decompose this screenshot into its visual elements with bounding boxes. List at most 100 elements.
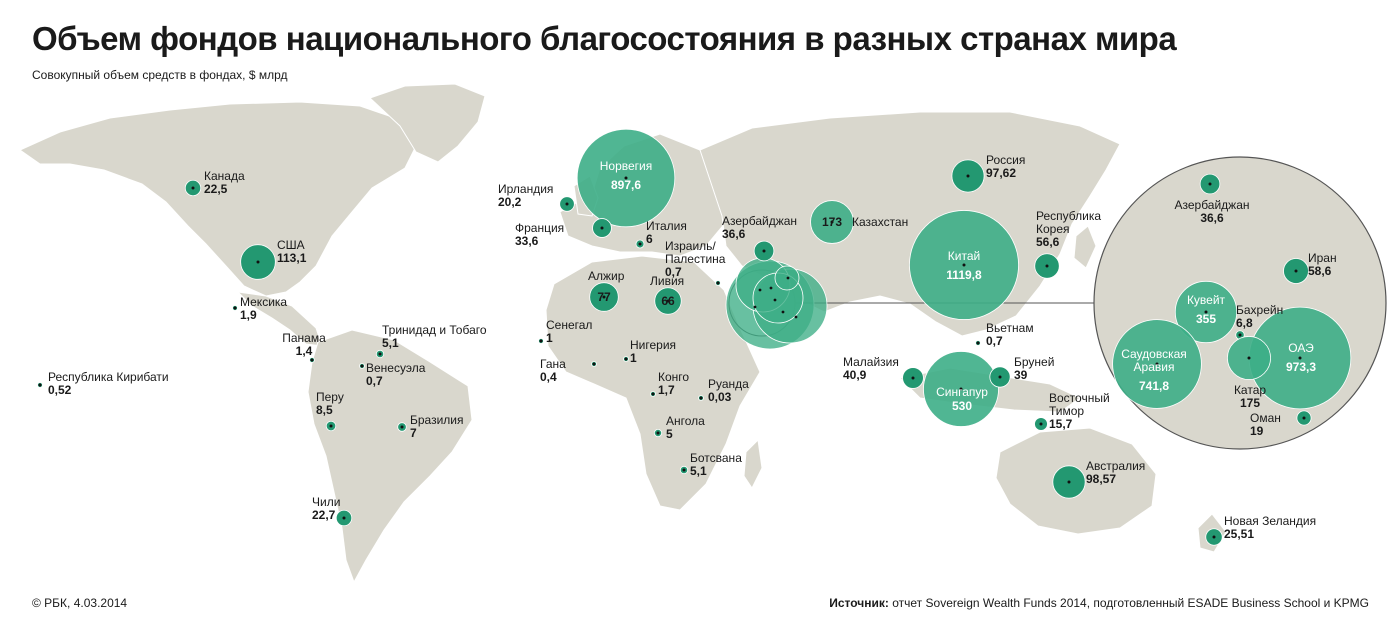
country-австралия-dot <box>1067 480 1071 484</box>
country-израиль-палестина-dot <box>716 281 720 285</box>
cluster-dot <box>781 310 785 314</box>
country-канада-dot <box>191 186 195 190</box>
country-бразилия-name: Бразилия <box>410 413 464 427</box>
country-восточный-тимор-name-2: Тимор <box>1049 404 1084 418</box>
country-ботсвана-dot <box>682 468 686 472</box>
country-сингапур-name: Сингапур <box>936 385 988 399</box>
inset-оаэ-dot <box>1298 356 1302 360</box>
country-республика-кирибати-value: 0,52 <box>48 383 72 397</box>
country-россия-name: Россия <box>986 153 1025 167</box>
country-мексика-dot <box>233 306 237 310</box>
inset-азербайджан-value: 36,6 <box>1200 211 1224 225</box>
country-норвегия-name: Норвегия <box>600 159 653 173</box>
source-label: Источник: <box>829 596 889 610</box>
country-сша-value: 113,1 <box>277 251 307 265</box>
country-ливия-name: Ливия <box>650 274 684 288</box>
land-greenland <box>369 83 486 163</box>
country-азербайджан-dot <box>762 249 766 253</box>
country-казахстан-value: 173 <box>822 215 842 229</box>
inset-оман-dot <box>1302 416 1306 420</box>
country-бразилия-value: 7 <box>410 426 417 440</box>
country-франция-dot <box>600 226 604 230</box>
country-малайзия-value: 40,9 <box>843 368 867 382</box>
inset-кувейт-name: Кувейт <box>1187 293 1226 307</box>
country-республика-корея-value: 56,6 <box>1036 235 1060 249</box>
country-восточный-тимор-dot <box>1039 422 1043 426</box>
country-новая-зеландия-name: Новая Зеландия <box>1224 514 1316 528</box>
country-руанда-value: 0,03 <box>708 390 732 404</box>
country-республика-кирибати-dot <box>38 383 42 387</box>
country-тринидад-и-тобаго-name: Тринидад и Тобаго <box>382 323 487 337</box>
country-казахстан-dot <box>830 220 834 224</box>
source-text: отчет Sovereign Wealth Funds 2014, подго… <box>892 596 1369 610</box>
inset-саудовская-аравия-dot <box>1155 362 1159 366</box>
country-австралия-name: Австралия <box>1086 459 1145 473</box>
country-бруней-name: Бруней <box>1014 355 1054 369</box>
country-малайзия-dot <box>911 376 915 380</box>
inset-оаэ-value: 973,3 <box>1286 360 1316 374</box>
country-чили-name: Чили <box>312 495 340 509</box>
inset-кувейт-label: Кувейт 355 <box>1187 293 1226 326</box>
country-ливия-value: 66 <box>661 294 675 308</box>
country-ангола-name: Ангола <box>666 414 705 428</box>
country-китай-dot <box>962 263 966 267</box>
inset-бахрейн-value: 6,8 <box>1236 316 1253 330</box>
country-конго-dot <box>651 392 655 396</box>
inset-иран-name: Иран <box>1308 251 1337 265</box>
country-ирландия-value: 20,2 <box>498 195 522 209</box>
country-бразилия-dot <box>400 425 404 429</box>
country-чили-dot <box>342 516 346 520</box>
inset-оман-value: 19 <box>1250 424 1264 438</box>
country-ливия-dot <box>666 299 670 303</box>
country-сенегал-dot <box>539 339 543 343</box>
country-италия-dot <box>638 242 642 246</box>
country-сша-dot <box>256 260 260 264</box>
country-ботсвана-value: 5,1 <box>690 464 707 478</box>
country-перу-value: 8,5 <box>316 403 333 417</box>
country-мексика-value: 1,9 <box>240 308 257 322</box>
country-италия-name: Италия <box>646 219 687 233</box>
inset-бахрейн-dot <box>1238 333 1242 337</box>
country-китай-value: 1119,8 <box>946 268 982 282</box>
inset-саудовская-аравия-name-1: Саудовская <box>1121 347 1187 361</box>
country-сингапур-dot <box>959 387 963 391</box>
country-израиль-палестина-name-2: Палестина <box>665 252 726 266</box>
land-africa <box>545 255 761 511</box>
country-вьетнам-dot <box>976 341 980 345</box>
country-панама-dot <box>310 358 314 362</box>
country-россия-dot <box>966 174 970 178</box>
inset-катар-value: 175 <box>1240 396 1260 410</box>
country-республика-кирибати-name: Республика Кирибати <box>48 370 169 384</box>
country-венесуэла-value: 0,7 <box>366 374 383 388</box>
country-чили-value: 22,7 <box>312 508 336 522</box>
cluster-dot <box>794 315 798 319</box>
country-восточный-тимор-value: 15,7 <box>1049 417 1073 431</box>
cluster-dot <box>786 276 790 280</box>
country-израиль-палестина-name-1: Израиль/ <box>665 239 716 253</box>
land-central-america <box>236 291 323 347</box>
inset-бахрейн-name: Бахрейн <box>1236 303 1283 317</box>
copyright-credit: © РБК, 4.03.2014 <box>32 596 128 610</box>
